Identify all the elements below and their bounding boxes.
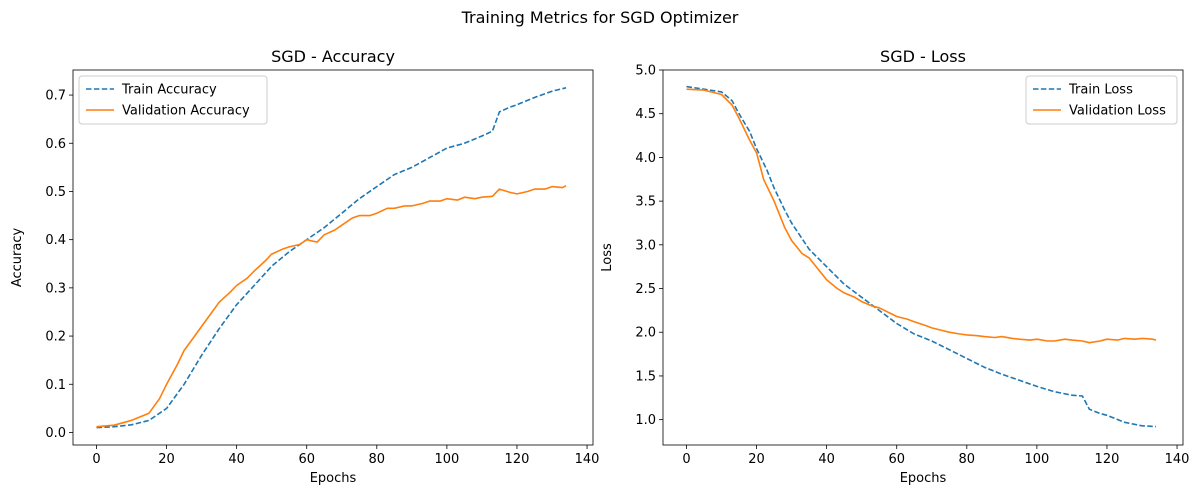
accuracy-y-tick-label: 0.0 bbox=[45, 426, 66, 441]
loss-y-axis-label: Loss bbox=[600, 243, 615, 272]
accuracy-legend: Train Accuracy Validation Accuracy bbox=[78, 75, 268, 125]
validation-accuracy-legend-label: Validation Accuracy bbox=[122, 104, 250, 119]
accuracy-y-tick-label: 0.6 bbox=[45, 137, 66, 152]
loss-x-tick-label: 100 bbox=[1024, 452, 1049, 467]
accuracy-y-tick-label: 0.5 bbox=[45, 185, 66, 200]
loss-y-tick-label: 1.5 bbox=[635, 369, 656, 384]
figure-title: Training Metrics for SGD Optimizer bbox=[461, 8, 739, 27]
accuracy-chart: SGD - Accuracy Epochs Accuracy 0 20 40 60 80 100… bbox=[10, 47, 599, 486]
accuracy-x-tick-label: 20 bbox=[158, 452, 175, 467]
train-loss-line bbox=[686, 85, 1157, 428]
validation-loss-line bbox=[686, 88, 1157, 344]
loss-y-tick-label: 4.5 bbox=[635, 107, 656, 122]
loss-y-tick-label: 2.0 bbox=[635, 326, 656, 341]
loss-chart-title: SGD - Loss bbox=[880, 47, 966, 66]
loss-x-tick-label: 80 bbox=[959, 452, 976, 467]
loss-x-tick-label: 120 bbox=[1095, 452, 1120, 467]
accuracy-y-tick-label: 0.2 bbox=[45, 330, 66, 345]
loss-plot-frame bbox=[662, 69, 1184, 446]
loss-chart: SGD - Loss Epochs Loss 0 20 40 60 80 100 120 140 1.… bbox=[600, 47, 1189, 486]
accuracy-x-tick-label: 40 bbox=[228, 452, 245, 467]
train-accuracy-line bbox=[96, 87, 567, 429]
accuracy-y-tick-label: 0.4 bbox=[45, 233, 66, 248]
accuracy-x-tick-label: 0 bbox=[92, 452, 100, 467]
accuracy-y-tick-label: 0.3 bbox=[45, 281, 66, 296]
train-loss-legend-label: Train Loss bbox=[1068, 83, 1133, 98]
loss-x-tick-label: 20 bbox=[748, 452, 765, 467]
loss-y-tick-label: 2.5 bbox=[635, 282, 656, 297]
accuracy-plot-frame bbox=[72, 69, 594, 446]
loss-y-tick-label: 5.0 bbox=[635, 64, 656, 79]
accuracy-y-axis-label: Accuracy bbox=[10, 228, 25, 288]
loss-y-tick-label: 4.0 bbox=[635, 151, 656, 166]
loss-x-tick-label: 60 bbox=[888, 452, 905, 467]
train-accuracy-legend-label: Train Accuracy bbox=[121, 83, 217, 98]
loss-y-tick-label: 1.0 bbox=[635, 413, 656, 428]
accuracy-x-tick-label: 80 bbox=[369, 452, 386, 467]
loss-x-tick-label: 40 bbox=[818, 452, 835, 467]
accuracy-chart-title: SGD - Accuracy bbox=[271, 47, 395, 66]
validation-loss-legend-label: Validation Loss bbox=[1069, 104, 1166, 119]
accuracy-x-tick-label: 60 bbox=[298, 452, 315, 467]
loss-legend: Train Loss Validation Loss bbox=[1025, 75, 1178, 125]
loss-legend-box bbox=[1025, 75, 1178, 125]
validation-accuracy-line bbox=[96, 184, 567, 428]
accuracy-x-tick-label: 100 bbox=[434, 452, 459, 467]
loss-y-tick-label: 3.0 bbox=[635, 238, 656, 253]
loss-x-axis-label: Epochs bbox=[900, 471, 947, 486]
accuracy-y-tick-label: 0.1 bbox=[45, 378, 66, 393]
accuracy-x-tick-label: 120 bbox=[505, 452, 530, 467]
accuracy-legend-box bbox=[78, 75, 268, 125]
accuracy-x-axis-label: Epochs bbox=[310, 471, 357, 486]
loss-y-tick-label: 3.5 bbox=[635, 195, 656, 210]
accuracy-x-tick-label: 140 bbox=[575, 452, 600, 467]
accuracy-y-tick-label: 0.7 bbox=[45, 89, 66, 104]
loss-x-tick-label: 140 bbox=[1165, 452, 1190, 467]
loss-x-tick-label: 0 bbox=[682, 452, 690, 467]
